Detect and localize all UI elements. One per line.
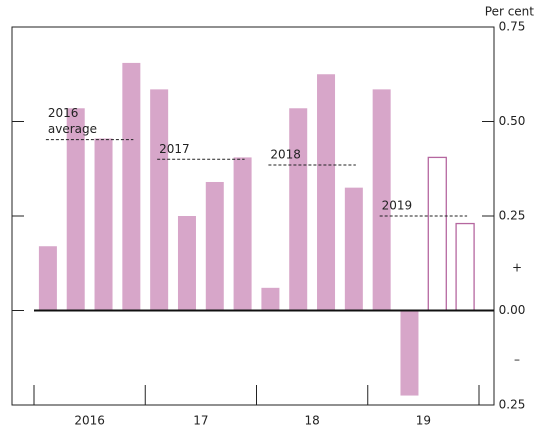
bar: [233, 157, 252, 311]
y-unit-label: Per cent: [485, 5, 535, 19]
average-label: 2016: [48, 106, 79, 120]
x-group-label: 2016: [74, 414, 105, 428]
bar: [344, 187, 363, 311]
y-tick-label: 0.50: [499, 114, 526, 128]
bar: [177, 216, 196, 311]
bar: [150, 89, 169, 311]
bar: [455, 222, 475, 312]
bar: [122, 62, 141, 311]
average-label: average: [48, 122, 97, 136]
bar: [66, 108, 85, 311]
bar: [400, 310, 419, 396]
x-group-label: 17: [193, 414, 208, 428]
x-group-label: 18: [304, 414, 319, 428]
average-label: 2018: [270, 147, 301, 161]
bar: [261, 287, 280, 311]
bar: [372, 89, 391, 311]
sign-label: +: [512, 261, 522, 275]
bar: [94, 138, 113, 311]
y-tick-label: 0.25: [499, 398, 526, 412]
y-tick-label: 0.75: [499, 20, 526, 34]
bar: [317, 74, 336, 311]
x-group-label: 19: [416, 414, 431, 428]
bar: [38, 246, 57, 311]
y-tick-label: 0.00: [499, 303, 526, 317]
bar: [289, 108, 308, 311]
bar: [205, 181, 224, 311]
bar: [427, 156, 447, 312]
y-tick-label: 0.25: [499, 209, 526, 223]
sign-label: –: [514, 353, 520, 367]
average-label: 2019: [382, 199, 413, 213]
average-label: 2017: [159, 142, 190, 156]
